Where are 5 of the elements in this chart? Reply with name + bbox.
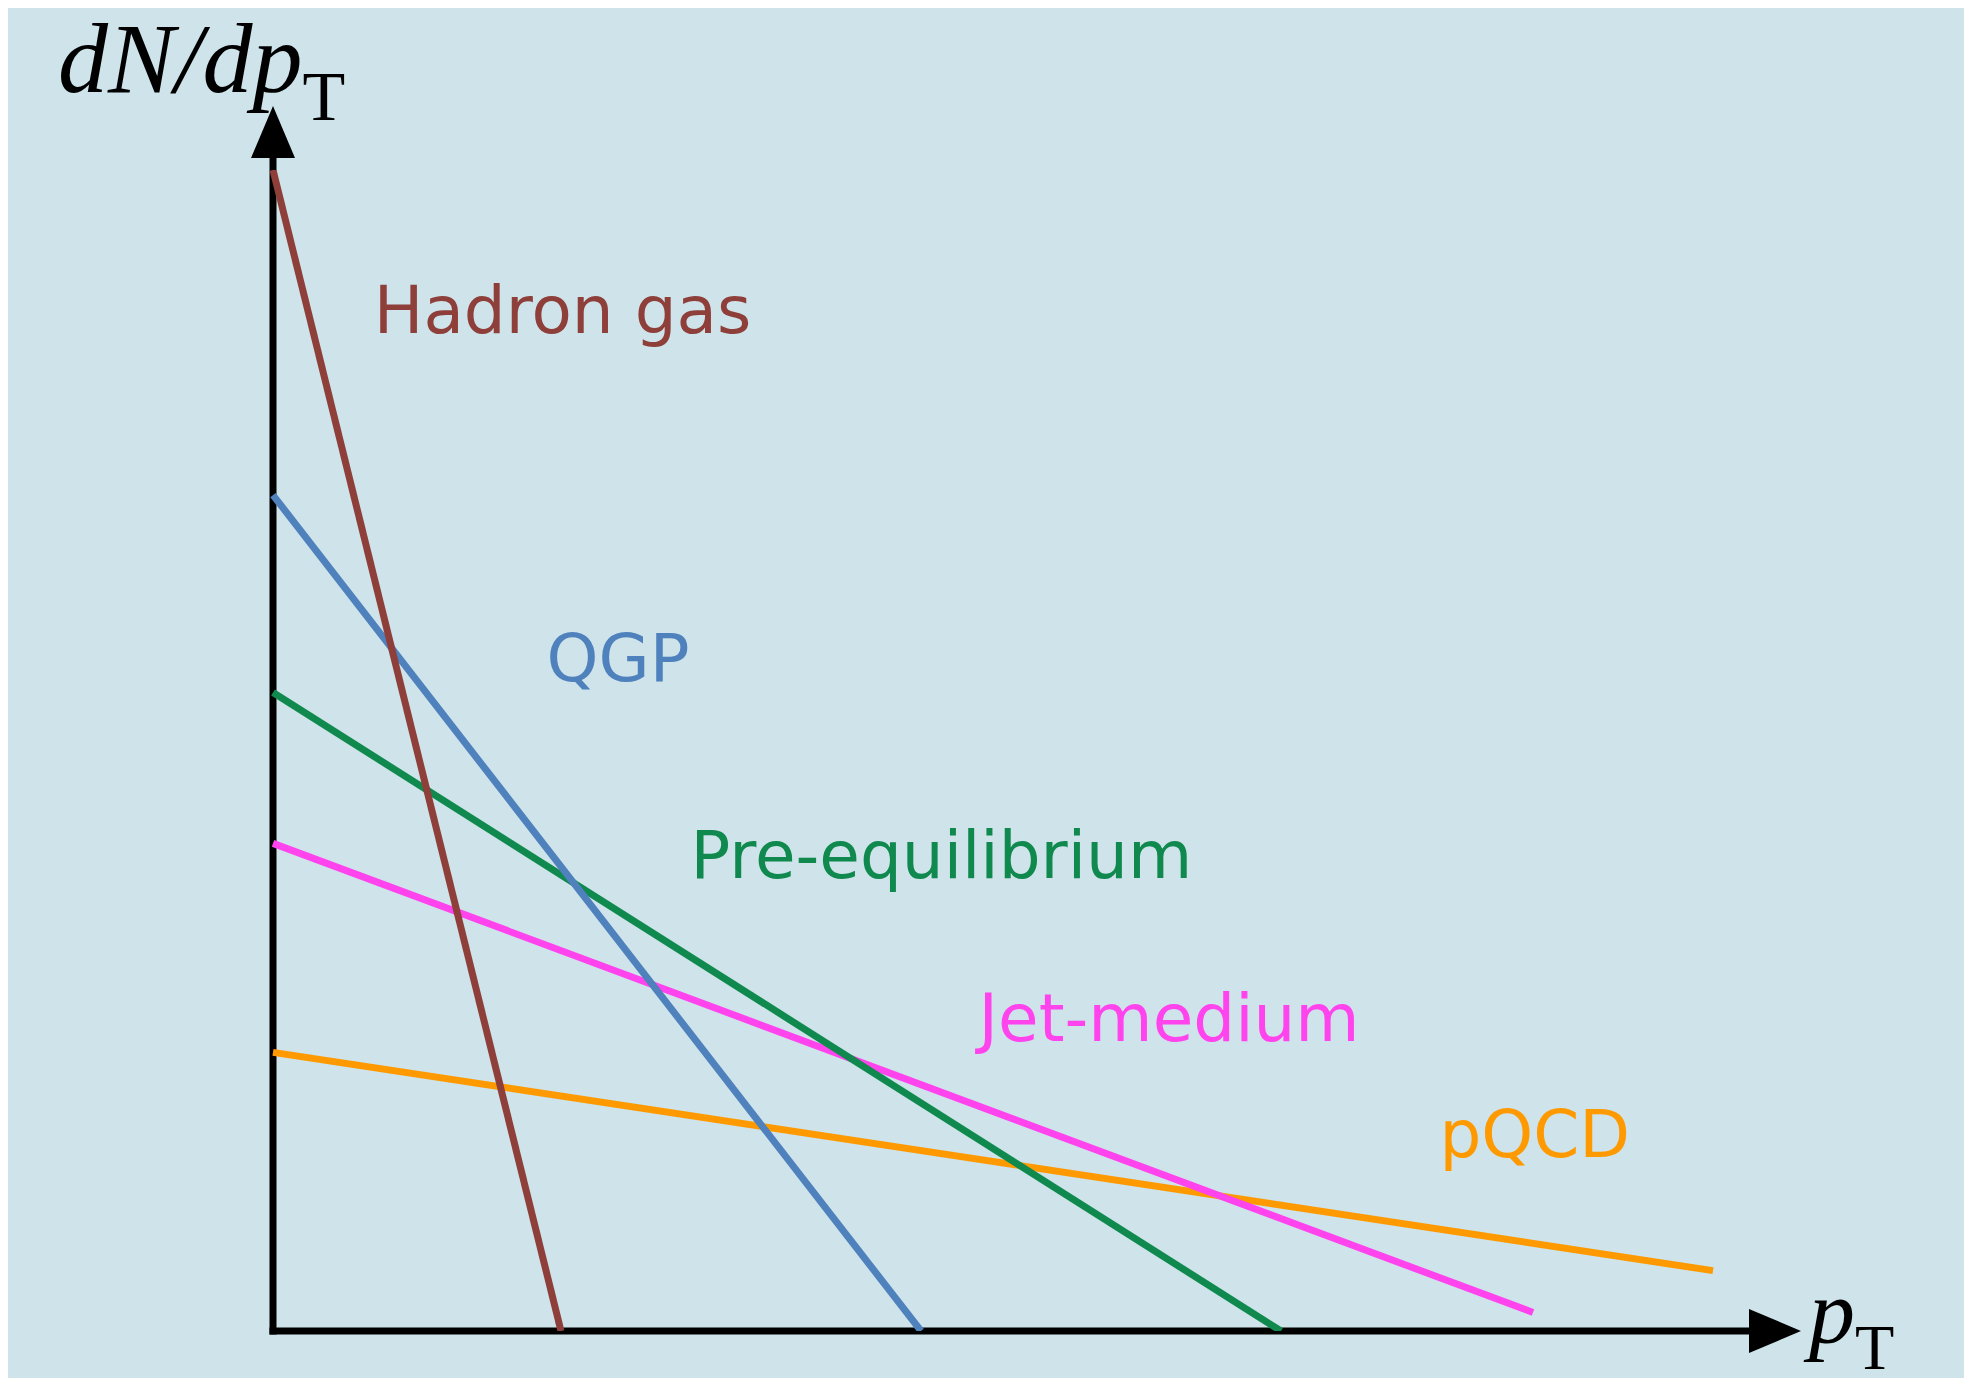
series-label: Pre-equilibrium <box>690 817 1193 895</box>
series-label: QGP <box>546 619 690 697</box>
series-label: Jet-medium <box>974 979 1360 1057</box>
series-label: pQCD <box>1439 1095 1631 1173</box>
series-label: Hadron gas <box>373 271 752 349</box>
